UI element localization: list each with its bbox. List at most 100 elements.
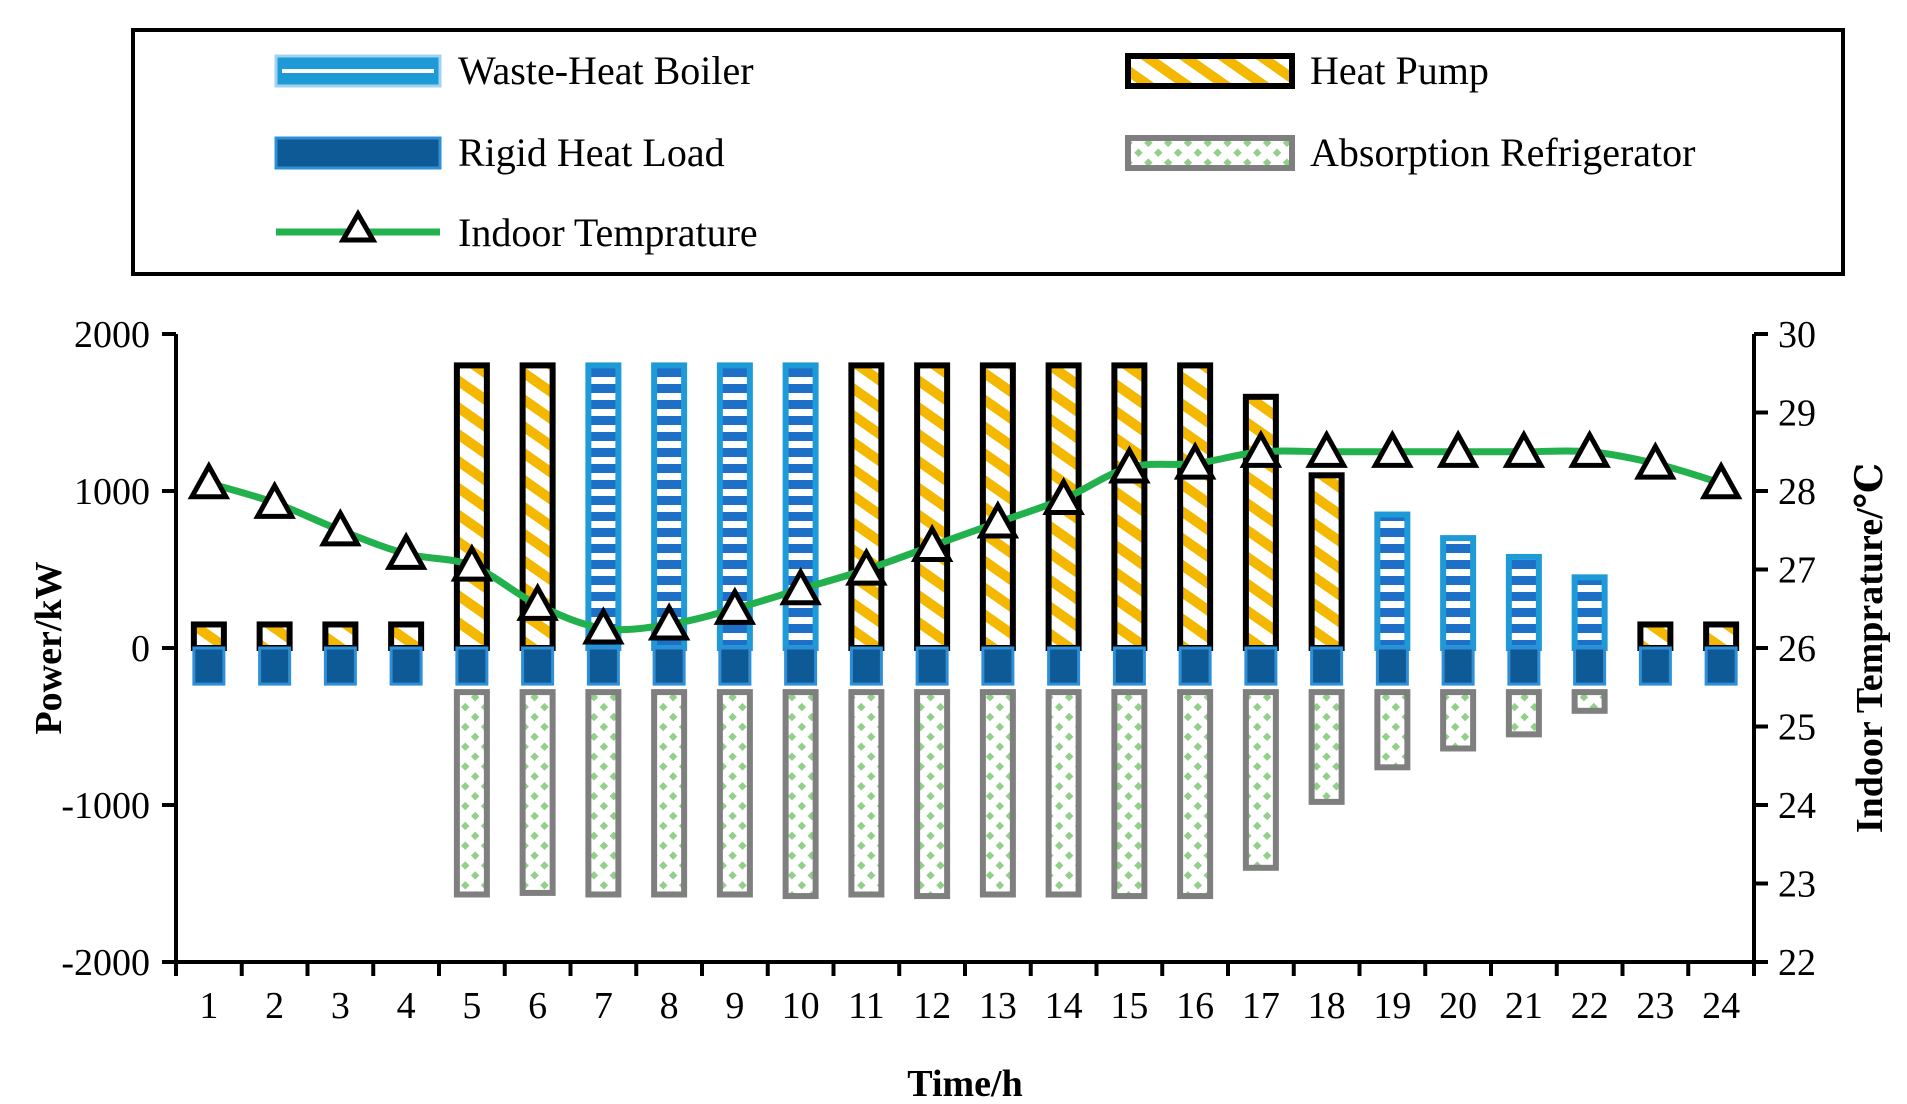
- x-tick-label: 17: [1242, 985, 1280, 1027]
- bar-absorption-refrigerator: [1377, 692, 1407, 767]
- bar-absorption-refrigerator: [786, 692, 816, 896]
- bar-rigid-heat-load: [325, 648, 355, 684]
- bar-waste-heat-boiler: [588, 365, 618, 648]
- bar-heat-pump: [1706, 624, 1736, 648]
- bar-rigid-heat-load: [983, 648, 1013, 684]
- bar-heat-pump: [325, 624, 355, 648]
- bar-absorption-refrigerator: [1312, 692, 1342, 802]
- bar-rigid-heat-load: [1575, 648, 1605, 684]
- temperature-line: [209, 451, 1721, 630]
- legend-label-heatpump: Heat Pump: [1310, 48, 1489, 93]
- x-tick-label: 1: [199, 985, 218, 1027]
- x-tick-label: 16: [1176, 985, 1214, 1027]
- y-axis-title: Power/kW: [28, 561, 70, 734]
- x-axis-title: Time/h: [907, 1063, 1022, 1104]
- x-tick-label: 4: [397, 985, 416, 1027]
- bar-absorption-refrigerator: [1246, 692, 1276, 868]
- bar-rigid-heat-load: [1443, 648, 1473, 684]
- legend-label-rigid: Rigid Heat Load: [458, 130, 725, 175]
- bar-heat-pump: [194, 624, 224, 648]
- y-tick-label: 0: [131, 628, 150, 670]
- bar-absorption-refrigerator: [983, 692, 1013, 894]
- bar-rigid-heat-load: [1180, 648, 1210, 684]
- x-tick-label: 10: [782, 985, 820, 1027]
- bar-absorption-refrigerator: [720, 692, 750, 894]
- legend-label-temp: Indoor Temprature: [458, 210, 758, 255]
- x-tick-label: 8: [660, 985, 679, 1027]
- legend-swatch-heatpump: [1128, 56, 1292, 86]
- bars-layer: [194, 365, 1736, 896]
- energy-chart: Waste-Heat Boiler Heat Pump Rigid Heat L…: [0, 0, 1907, 1104]
- y2-tick-label: 25: [1778, 707, 1816, 749]
- bar-heat-pump: [851, 365, 881, 648]
- bar-heat-pump: [1180, 365, 1210, 648]
- y2-tick-label: 24: [1778, 785, 1816, 827]
- temperature-point: [192, 466, 226, 497]
- bar-heat-pump: [917, 365, 947, 648]
- bar-waste-heat-boiler: [1377, 515, 1407, 648]
- bar-rigid-heat-load: [1114, 648, 1144, 684]
- legend-entry-rigid-heat-load: Rigid Heat Load: [276, 130, 725, 175]
- legend-swatch-rigid: [276, 138, 440, 168]
- bar-absorption-refrigerator: [588, 692, 618, 894]
- x-tick-label: 7: [594, 985, 613, 1027]
- legend-entry-waste-heat-boiler: Waste-Heat Boiler: [276, 48, 754, 93]
- bar-waste-heat-boiler: [1443, 538, 1473, 648]
- bar-absorption-refrigerator: [917, 692, 947, 896]
- bar-absorption-refrigerator: [1575, 692, 1605, 711]
- bar-rigid-heat-load: [260, 648, 290, 684]
- x-tick-label: 22: [1571, 985, 1609, 1027]
- x-tick-label: 6: [528, 985, 547, 1027]
- legend-entry-absorption-refrigerator: Absorption Refrigerator: [1128, 130, 1695, 175]
- y2-tick-label: 27: [1778, 550, 1816, 592]
- x-tick-label: 2: [265, 985, 284, 1027]
- x-tick-label: 19: [1373, 985, 1411, 1027]
- bar-rigid-heat-load: [1312, 648, 1342, 684]
- x-tick-label: 15: [1110, 985, 1148, 1027]
- y2-tick-label: 30: [1778, 314, 1816, 356]
- bar-absorption-refrigerator: [1509, 692, 1539, 734]
- y2-tick-label: 29: [1778, 393, 1816, 435]
- bar-absorption-refrigerator: [654, 692, 684, 894]
- bar-heat-pump: [260, 624, 290, 648]
- bar-absorption-refrigerator: [1443, 692, 1473, 748]
- y-tick-label: -1000: [61, 785, 150, 827]
- y-tick-label: -2000: [61, 942, 150, 984]
- bar-absorption-refrigerator: [523, 692, 553, 893]
- y2-tick-label: 28: [1778, 471, 1816, 513]
- bar-rigid-heat-load: [1706, 648, 1736, 684]
- legend-label-boiler: Waste-Heat Boiler: [458, 48, 754, 93]
- bar-heat-pump: [391, 624, 421, 648]
- x-tick-label: 23: [1636, 985, 1674, 1027]
- bar-waste-heat-boiler: [1575, 577, 1605, 648]
- bar-rigid-heat-load: [194, 648, 224, 684]
- bar-rigid-heat-load: [917, 648, 947, 684]
- bar-absorption-refrigerator: [1180, 692, 1210, 896]
- x-tick-label: 9: [725, 985, 744, 1027]
- y2-tick-label: 26: [1778, 628, 1816, 670]
- bar-heat-pump: [457, 365, 487, 648]
- bar-waste-heat-boiler: [1509, 557, 1539, 648]
- bar-rigid-heat-load: [1640, 648, 1670, 684]
- bar-rigid-heat-load: [720, 648, 750, 684]
- bar-rigid-heat-load: [1509, 648, 1539, 684]
- bar-rigid-heat-load: [523, 648, 553, 684]
- bar-rigid-heat-load: [1377, 648, 1407, 684]
- bar-rigid-heat-load: [654, 648, 684, 684]
- y-tick-label: 2000: [74, 314, 150, 356]
- bar-absorption-refrigerator: [1049, 692, 1079, 894]
- bar-heat-pump: [1640, 624, 1670, 648]
- legend-label-absorption: Absorption Refrigerator: [1310, 130, 1695, 175]
- x-tick-label: 5: [462, 985, 481, 1027]
- y2-tick-label: 22: [1778, 942, 1816, 984]
- bar-absorption-refrigerator: [457, 692, 487, 894]
- bar-waste-heat-boiler: [786, 365, 816, 648]
- bar-heat-pump: [1114, 365, 1144, 648]
- bar-rigid-heat-load: [391, 648, 421, 684]
- bar-rigid-heat-load: [457, 648, 487, 684]
- x-tick-label: 11: [848, 985, 885, 1027]
- y2-tick-label: 23: [1778, 864, 1816, 906]
- bar-rigid-heat-load: [1049, 648, 1079, 684]
- x-tick-label: 21: [1505, 985, 1543, 1027]
- bar-rigid-heat-load: [786, 648, 816, 684]
